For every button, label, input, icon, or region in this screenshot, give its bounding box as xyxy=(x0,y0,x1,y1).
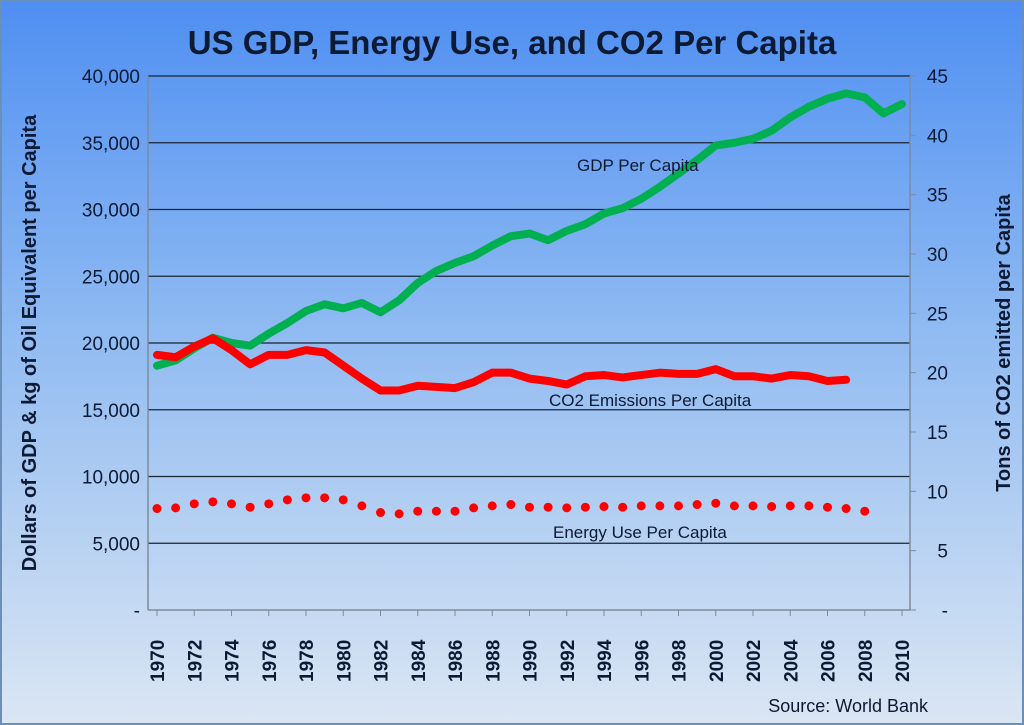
x-tick-label: 1992 xyxy=(558,640,579,682)
label-co2: CO2 Emissions Per Capita xyxy=(549,391,752,410)
y2-tick-label: 25 xyxy=(927,304,948,325)
x-tick-label: 1996 xyxy=(632,640,653,682)
energy-data-point xyxy=(767,502,777,512)
energy-data-point xyxy=(692,500,702,510)
gdp-series-line xyxy=(153,89,906,370)
x-tick-label: 1974 xyxy=(223,639,244,682)
y2-tick-label: 20 xyxy=(927,364,948,385)
x-tick-label: 1978 xyxy=(297,640,318,682)
label-energy: Energy Use Per Capita xyxy=(553,523,727,542)
energy-data-point xyxy=(264,499,274,509)
energy-data-point xyxy=(841,504,851,514)
y-tick-label: 25,000 xyxy=(82,267,140,288)
y2-axis-label: Tons of CO2 emitted per Capita xyxy=(993,193,1015,491)
y-tick-label: 5,000 xyxy=(92,534,140,555)
energy-data-point xyxy=(580,502,590,512)
energy-data-point xyxy=(208,497,218,507)
x-tick-label: 1986 xyxy=(446,640,467,682)
y2-tick-label: 35 xyxy=(927,186,948,207)
y2-tick-label: 45 xyxy=(927,67,948,88)
x-tick-label: 2004 xyxy=(781,639,802,682)
x-tick-label: 1988 xyxy=(483,640,504,682)
series-group xyxy=(152,89,906,519)
y-tick-label: - xyxy=(134,601,140,622)
energy-data-point xyxy=(413,506,423,516)
x-tick-label: 2000 xyxy=(707,640,728,682)
energy-data-point xyxy=(450,506,460,516)
energy-data-point xyxy=(860,506,870,516)
x-tick-label: 1980 xyxy=(334,640,355,682)
energy-data-point xyxy=(785,501,795,511)
y2-tick-label: 40 xyxy=(927,126,948,147)
energy-data-point xyxy=(506,500,516,510)
x-tick-label: 1970 xyxy=(148,640,169,682)
y2-tick-label: 15 xyxy=(927,423,948,444)
energy-data-point xyxy=(562,503,572,513)
y-tick-label: 35,000 xyxy=(82,134,140,155)
x-tick-label: 1976 xyxy=(260,640,281,682)
chart-title: US GDP, Energy Use, and CO2 Per Capita xyxy=(188,24,837,61)
y-tick-label: 20,000 xyxy=(82,334,140,355)
energy-data-point xyxy=(748,501,758,511)
energy-data-point xyxy=(394,509,404,519)
co2-series-line xyxy=(153,334,851,395)
energy-data-point xyxy=(823,502,832,512)
energy-data-point xyxy=(320,493,330,503)
x-tick-label: 1972 xyxy=(185,640,206,682)
x-tick-label: 1994 xyxy=(595,639,616,682)
energy-data-point xyxy=(171,503,181,513)
y2-tick-label: - xyxy=(942,601,948,622)
energy-data-point xyxy=(431,506,441,516)
energy-data-point xyxy=(655,501,665,511)
axes: - 5,000 10,000 15,000 20,000 25,000 30,000 35,0… xyxy=(82,67,948,682)
y2-tick-label: 5 xyxy=(937,542,948,563)
energy-data-point xyxy=(189,499,199,509)
energy-data-point xyxy=(618,502,628,512)
energy-data-point xyxy=(227,499,236,509)
y2-tick-label: 30 xyxy=(927,245,948,266)
x-tick-label: 1998 xyxy=(670,640,691,682)
energy-data-point xyxy=(357,501,367,511)
gridlines xyxy=(148,75,910,544)
x-tick-label: 1982 xyxy=(372,640,393,682)
energy-data-point xyxy=(469,503,479,513)
energy-data-point xyxy=(729,501,739,511)
energy-data-point xyxy=(543,502,553,512)
y-tick-label: 40,000 xyxy=(82,67,140,88)
y-tick-label: 10,000 xyxy=(82,468,140,489)
energy-data-point xyxy=(301,493,311,503)
energy-data-point xyxy=(152,504,162,514)
source-note: Source: World Bank xyxy=(768,696,929,716)
energy-data-point xyxy=(636,501,646,511)
energy-data-point xyxy=(282,495,292,505)
x-tick-label: 1990 xyxy=(521,640,542,682)
energy-data-point xyxy=(338,495,348,505)
y2-tick-label: 10 xyxy=(927,482,948,503)
label-gdp: GDP Per Capita xyxy=(577,156,699,175)
y-axis-label: Dollars of GDP & kg of Oil Equivalent pe… xyxy=(19,114,41,571)
energy-data-point xyxy=(525,502,534,512)
x-tick-label: 2010 xyxy=(893,640,914,682)
x-tick-label: 2006 xyxy=(819,640,840,682)
energy-data-point xyxy=(674,501,683,511)
energy-data-point xyxy=(599,502,609,512)
energy-data-point xyxy=(804,501,814,511)
energy-data-point xyxy=(711,498,721,508)
energy-data-point xyxy=(245,502,255,512)
energy-data-point xyxy=(487,501,497,511)
y-tick-label: 30,000 xyxy=(82,201,140,222)
y-tick-label: 15,000 xyxy=(82,401,140,422)
x-tick-label: 1984 xyxy=(409,639,430,682)
x-tick-label: 2008 xyxy=(856,640,877,682)
energy-data-point xyxy=(376,508,385,518)
x-tick-label: 2002 xyxy=(744,640,765,682)
